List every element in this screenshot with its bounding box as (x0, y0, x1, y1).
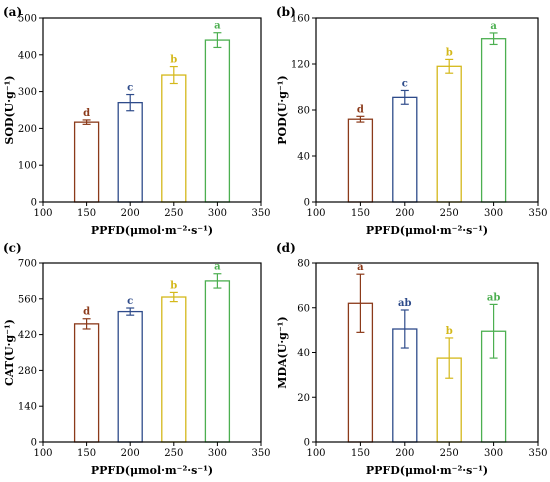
x-axis-label: PPFD(μmol·m⁻²·s⁻¹) (366, 464, 488, 477)
significance-label: a (357, 262, 364, 273)
y-tick-label: 80 (297, 106, 310, 117)
chart-panel-3: (c) d c b a 0 140 280 420 560 700 100 150 200 250 300 35… (3, 241, 271, 477)
x-tick-label: 350 (251, 208, 270, 219)
y-tick-label: 40 (297, 152, 310, 163)
y-tick-label: 120 (291, 60, 310, 71)
y-tick-label: 0 (31, 438, 37, 449)
x-tick-label: 150 (77, 448, 96, 459)
y-tick-label: 420 (18, 330, 37, 341)
x-tick-label: 200 (395, 448, 414, 459)
bar (204, 39, 231, 203)
y-tick-label: 560 (18, 294, 37, 305)
x-axis-label: PPFD(μmol·m⁻²·s⁻¹) (91, 224, 213, 237)
y-tick-label: 20 (297, 393, 310, 404)
x-tick-label: 100 (306, 208, 325, 219)
y-axis-label: MDA(U·g⁻¹) (276, 316, 289, 388)
bar (436, 65, 462, 203)
y-tick-label: 0 (304, 438, 310, 449)
panel-label: (d) (276, 241, 296, 255)
y-tick-label: 40 (297, 348, 310, 359)
x-tick-label: 300 (208, 448, 227, 459)
panel-label: (b) (276, 5, 296, 19)
plot-frame (315, 17, 539, 203)
significance-label: ab (487, 292, 500, 303)
x-tick-label: 300 (484, 208, 503, 219)
significance-label: b (170, 280, 177, 291)
y-axis-label: CAT(U·g⁻¹) (3, 319, 16, 386)
significance-label: d (83, 108, 90, 119)
x-tick-label: 250 (440, 448, 459, 459)
x-tick-label: 150 (351, 208, 370, 219)
y-axis-label: SOD(U·g⁻¹) (3, 75, 16, 144)
panel-label: (c) (3, 241, 22, 255)
bar (347, 118, 374, 203)
significance-label: c (127, 83, 133, 94)
significance-label: b (446, 326, 453, 337)
x-tick-label: 250 (164, 448, 183, 459)
significance-label: a (490, 21, 497, 32)
x-axis-label: PPFD(μmol·m⁻²·s⁻¹) (366, 224, 488, 237)
y-tick-label: 160 (291, 14, 310, 25)
bar (117, 101, 143, 203)
significance-label: b (170, 55, 177, 66)
chart-panel-4: (d) a ab b ab 0 20 40 60 80 100 150 200 250 300 350 PPFD… (276, 241, 548, 477)
y-tick-label: 500 (18, 14, 37, 25)
bar (392, 96, 418, 203)
bar (161, 296, 187, 443)
significance-label: d (83, 307, 90, 318)
y-tick-label: 300 (18, 87, 37, 98)
bar (480, 38, 507, 203)
y-tick-label: 0 (304, 198, 310, 209)
y-tick-label: 140 (18, 402, 37, 413)
y-tick-label: 60 (297, 303, 310, 314)
x-tick-label: 150 (351, 448, 370, 459)
x-tick-label: 200 (121, 448, 140, 459)
bar (161, 74, 187, 203)
significance-label: c (127, 296, 133, 307)
x-axis-label: PPFD(μmol·m⁻²·s⁻¹) (91, 464, 213, 477)
x-tick-label: 350 (528, 448, 547, 459)
plot-frame (42, 17, 262, 203)
significance-label: a (214, 21, 221, 32)
x-tick-label: 100 (33, 208, 52, 219)
y-tick-label: 80 (297, 259, 310, 270)
significance-label: b (446, 47, 453, 58)
x-tick-label: 350 (528, 208, 547, 219)
significance-label: c (402, 78, 408, 89)
bar (73, 323, 100, 443)
significance-label: ab (398, 298, 411, 309)
x-tick-label: 300 (208, 208, 227, 219)
x-tick-label: 300 (484, 448, 503, 459)
y-tick-label: 100 (18, 161, 37, 172)
x-tick-label: 350 (251, 448, 270, 459)
bar (73, 121, 100, 203)
plot-frame (315, 262, 539, 443)
bar (204, 280, 231, 443)
y-tick-label: 700 (18, 259, 37, 270)
x-tick-label: 200 (121, 208, 140, 219)
significance-label: d (357, 104, 364, 115)
x-tick-label: 100 (33, 448, 52, 459)
x-tick-label: 250 (164, 208, 183, 219)
x-tick-label: 100 (306, 448, 325, 459)
y-tick-label: 400 (18, 50, 37, 61)
chart-panel-2: (b) d c b a 0 40 80 120 160 100 150 200 250 300 350 PPFD… (276, 5, 548, 237)
y-axis-label: POD(U·g⁻¹) (276, 75, 289, 145)
y-tick-label: 280 (18, 366, 37, 377)
plot-frame (42, 262, 262, 443)
y-tick-label: 200 (18, 124, 37, 135)
panel-label: (a) (3, 5, 22, 19)
y-tick-label: 0 (31, 198, 37, 209)
x-tick-label: 150 (77, 208, 96, 219)
bar (117, 310, 143, 443)
x-tick-label: 250 (440, 208, 459, 219)
significance-label: a (214, 262, 221, 273)
x-tick-label: 200 (395, 208, 414, 219)
